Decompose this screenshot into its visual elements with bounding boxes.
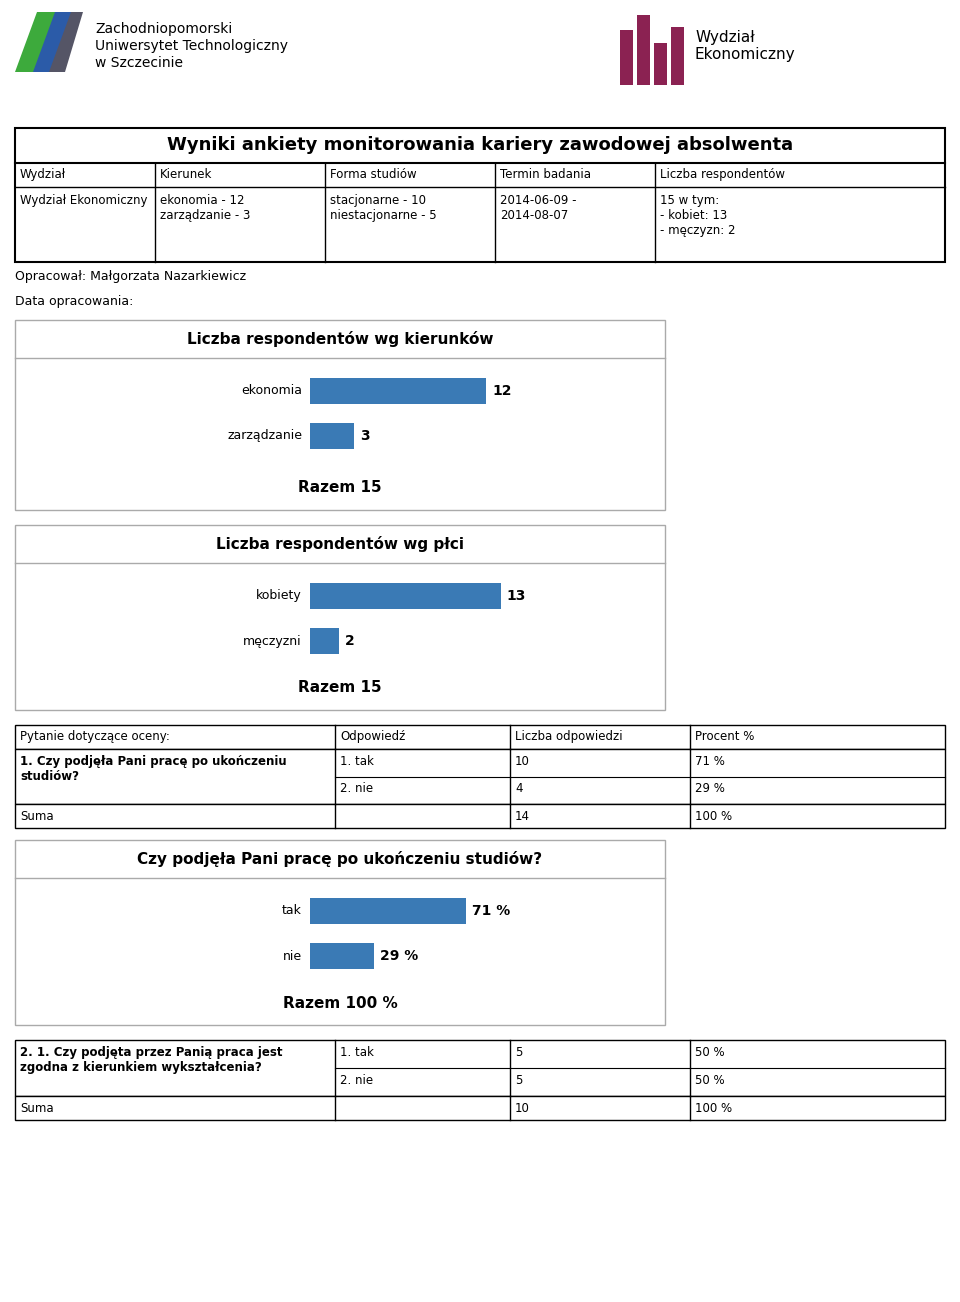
Text: 2. nie: 2. nie [340, 1074, 373, 1087]
Text: 71 %: 71 % [695, 755, 725, 768]
Text: 29 %: 29 % [695, 783, 725, 796]
Text: 1. Czy podjęła Pani pracę po ukończeniu
studiów?: 1. Czy podjęła Pani pracę po ukończeniu … [20, 755, 287, 783]
Text: 2: 2 [346, 634, 355, 648]
Text: Opracował: Małgorzata Nazarkiewicz: Opracował: Małgorzata Nazarkiewicz [15, 270, 246, 283]
Text: Liczba respondentów wg płci: Liczba respondentów wg płci [216, 536, 464, 552]
Text: 10: 10 [515, 755, 530, 768]
Text: 15 w tym:
- kobiet: 13
- męczyzn: 2: 15 w tym: - kobiet: 13 - męczyzn: 2 [660, 194, 735, 237]
Text: Suma: Suma [20, 810, 54, 823]
Text: stacjonarne - 10
niestacjonarne - 5: stacjonarne - 10 niestacjonarne - 5 [330, 194, 437, 223]
Text: Wydział Ekonomiczny: Wydział Ekonomiczny [20, 194, 148, 207]
Polygon shape [33, 12, 73, 72]
Text: 4: 4 [515, 783, 522, 796]
Text: Ekonomiczny: Ekonomiczny [695, 47, 796, 62]
Text: Razem 15: Razem 15 [299, 480, 382, 496]
Bar [654, 43, 667, 85]
Bar [669, 16, 671, 85]
Text: 3: 3 [360, 428, 370, 443]
Text: Odpowiedź: Odpowiedź [340, 730, 405, 743]
Text: Pytanie dotyczące oceny:: Pytanie dotyczące oceny: [20, 730, 170, 743]
Text: 14: 14 [515, 810, 530, 823]
Text: Liczba respondentów: Liczba respondentów [660, 168, 785, 181]
Text: Razem 100 %: Razem 100 % [282, 996, 397, 1010]
Text: zarządzanie: zarządzanie [227, 430, 302, 443]
Text: 29 %: 29 % [380, 949, 418, 963]
Bar [671, 27, 684, 85]
Bar [310, 378, 486, 404]
Text: nie: nie [283, 949, 302, 962]
Text: tak: tak [282, 905, 302, 918]
Text: 2014-06-09 -
2014-08-07: 2014-06-09 - 2014-08-07 [500, 194, 577, 223]
Bar [15, 1040, 945, 1096]
Text: Wyniki ankiety monitorowania kariery zawodowej absolwenta: Wyniki ankiety monitorowania kariery zaw… [167, 137, 793, 155]
Bar [15, 525, 665, 710]
Text: 10: 10 [515, 1101, 530, 1115]
Text: 5: 5 [515, 1074, 522, 1087]
Text: 12: 12 [492, 384, 512, 398]
Text: 50 %: 50 % [695, 1046, 725, 1059]
Text: Czy podjęła Pani pracę po ukończeniu studiów?: Czy podjęła Pani pracę po ukończeniu stu… [137, 852, 542, 867]
Text: 2. nie: 2. nie [340, 783, 373, 796]
Bar [310, 423, 354, 449]
Bar [310, 898, 467, 924]
Text: Kierunek: Kierunek [160, 168, 212, 181]
Bar [310, 628, 339, 654]
Bar [15, 725, 945, 749]
Text: Zachodniopomorski: Zachodniopomorski [95, 22, 232, 36]
Text: męczyzni: męczyzni [244, 634, 302, 647]
Text: 1. tak: 1. tak [340, 1046, 373, 1059]
Polygon shape [15, 12, 57, 72]
Text: Suma: Suma [20, 1101, 54, 1115]
Bar [15, 840, 665, 1025]
Text: w Szczecinie: w Szczecinie [95, 56, 183, 70]
Bar [310, 583, 501, 609]
Text: 100 %: 100 % [695, 1101, 732, 1115]
Text: Razem 15: Razem 15 [299, 681, 382, 695]
Bar [15, 805, 945, 828]
Text: ekonomia - 12
zarządzanie - 3: ekonomia - 12 zarządzanie - 3 [160, 194, 251, 223]
Text: 100 %: 100 % [695, 810, 732, 823]
Text: kobiety: kobiety [256, 590, 302, 603]
Text: Wydział: Wydział [20, 168, 66, 181]
Text: 13: 13 [507, 589, 526, 603]
Text: Uniwersytet Technologiczny: Uniwersytet Technologiczny [95, 39, 288, 53]
Text: 1. tak: 1. tak [340, 755, 373, 768]
Text: 50 %: 50 % [695, 1074, 725, 1087]
Polygon shape [49, 12, 83, 72]
Bar [652, 16, 654, 85]
Bar [637, 16, 650, 85]
Text: 5: 5 [515, 1046, 522, 1059]
Bar [15, 1096, 945, 1120]
Text: ekonomia: ekonomia [241, 384, 302, 397]
Text: Wydział: Wydział [695, 30, 755, 46]
Bar [620, 30, 633, 85]
Text: Procent %: Procent % [695, 730, 755, 743]
Text: 71 %: 71 % [472, 904, 511, 918]
Text: Termin badania: Termin badania [500, 168, 591, 181]
Bar [15, 749, 945, 805]
Text: 2. 1. Czy podjęta przez Panią praca jest
zgodna z kierunkiem wykształcenia?: 2. 1. Czy podjęta przez Panią praca jest… [20, 1046, 282, 1074]
Bar [15, 320, 665, 510]
Text: Liczba respondentów wg kierunków: Liczba respondentów wg kierunków [187, 331, 493, 348]
Text: Forma studiów: Forma studiów [330, 168, 417, 181]
Bar [635, 16, 637, 85]
Bar [310, 943, 373, 969]
Text: Liczba odpowiedzi: Liczba odpowiedzi [515, 730, 623, 743]
Text: Data opracowania:: Data opracowania: [15, 296, 133, 309]
Bar [15, 128, 945, 262]
